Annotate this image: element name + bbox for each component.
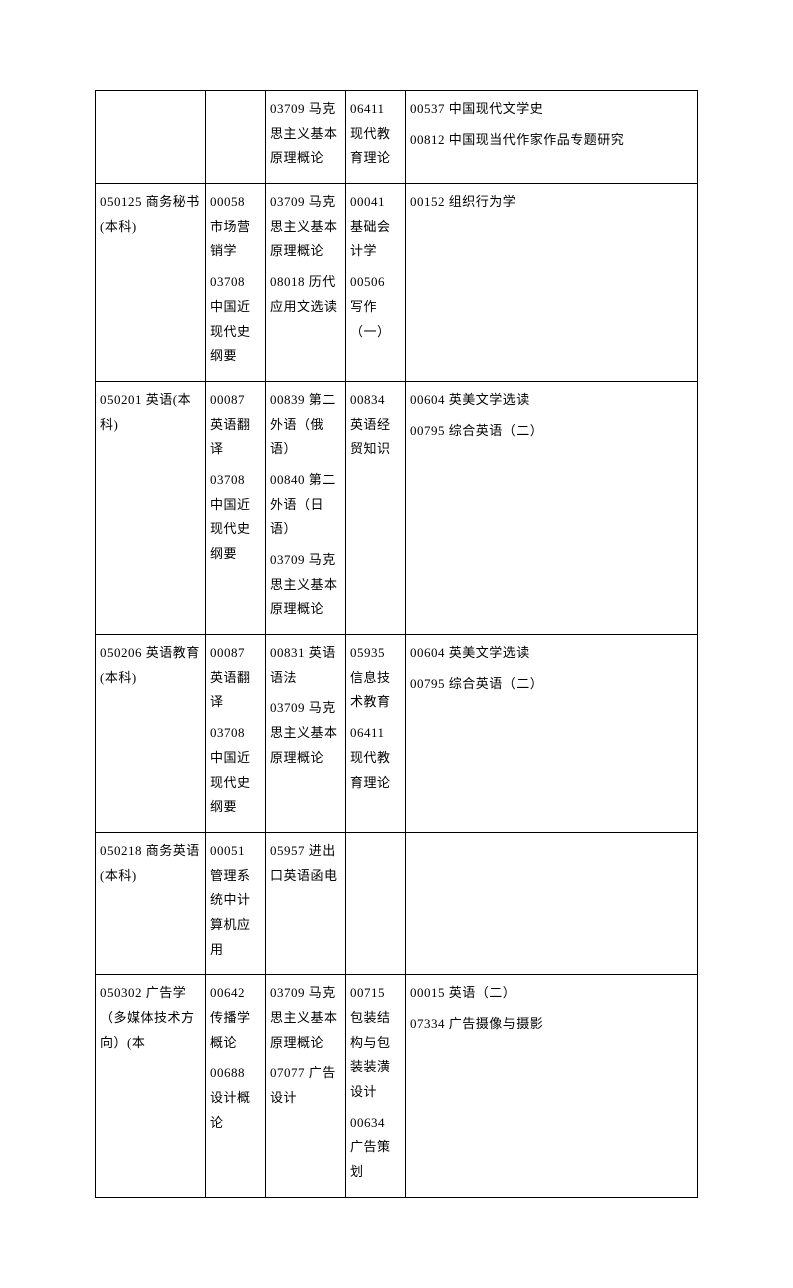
cell-text: 00604 英美文学选读 <box>410 641 693 666</box>
table-row: 050302 广告学（多媒体技术方向）(本00642 传播学概论 00688 设计… <box>96 975 698 1198</box>
table-cell <box>96 91 206 184</box>
cell-text: 08018 历代应用文选读 <box>270 270 341 319</box>
table-cell: 050302 广告学（多媒体技术方向）(本 <box>96 975 206 1198</box>
table-row: 050218 商务英语(本科)00051 管理系统中计算机应用05957 进出口… <box>96 832 698 974</box>
cell-text: 03708 中国近现代史纲要 <box>210 468 261 567</box>
cell-text: 03709 马克思主义基本原理概论 <box>270 190 341 264</box>
table-cell: 05935 信息技术教育 06411 现代教育理论 <box>346 635 406 833</box>
cell-text: 00812 中国现当代作家作品专题研究 <box>410 128 693 153</box>
cell-text: 050201 英语(本科) <box>100 388 201 437</box>
cell-text: 050125 商务秘书(本科) <box>100 190 201 239</box>
table-cell: 050218 商务英语(本科) <box>96 832 206 974</box>
cell-text: 00688 设计概论 <box>210 1061 261 1135</box>
table-cell: 050125 商务秘书(本科) <box>96 184 206 382</box>
table-cell <box>346 832 406 974</box>
cell-text: 00840 第二外语（日语） <box>270 468 341 542</box>
table-cell: 00051 管理系统中计算机应用 <box>206 832 266 974</box>
cell-text: 00087 英语翻译 <box>210 388 261 462</box>
cell-text: 00715 包装结构与包装装潢设计 <box>350 981 401 1104</box>
table-row: 050201 英语(本科)00087 英语翻译03708 中国近现代史纲要008… <box>96 381 698 634</box>
cell-text: 05957 进出口英语函电 <box>270 839 341 888</box>
table-cell: 00604 英美文学选读 00795 综合英语（二） <box>406 635 698 833</box>
table-cell: 05957 进出口英语函电 <box>266 832 346 974</box>
cell-text: 07334 广告摄像与摄影 <box>410 1012 693 1037</box>
table-cell: 03709 马克思主义基本原理概论 07077 广告设计 <box>266 975 346 1198</box>
cell-text: 00642 传播学概论 <box>210 981 261 1055</box>
table-cell: 00537 中国现代文学史 00812 中国现当代作家作品专题研究 <box>406 91 698 184</box>
table-cell <box>206 91 266 184</box>
table-row: 050125 商务秘书(本科)00058 市场营销学 03708 中国近现代史纲要… <box>96 184 698 382</box>
cell-text: 03709 马克思主义基本原理概论 <box>270 548 341 622</box>
table-cell: 00834 英语经贸知识 <box>346 381 406 634</box>
cell-text: 00839 第二外语（俄语） <box>270 388 341 462</box>
cell-text: 00795 综合英语（二） <box>410 672 693 697</box>
table-cell: 00839 第二外语（俄语）00840 第二外语（日语）03709 马克思主义基… <box>266 381 346 634</box>
cell-text: 06411 现代教育理论 <box>350 97 401 171</box>
table-cell: 050206 英语教育(本科) <box>96 635 206 833</box>
cell-text: 06411 现代教育理论 <box>350 721 401 795</box>
cell-text: 00087 英语翻译 <box>210 641 261 715</box>
cell-text: 03708 中国近现代史纲要 <box>210 270 261 369</box>
table-cell: 00087 英语翻译 03708 中国近现代史纲要 <box>206 381 266 634</box>
table-cell: 00015 英语（二） 07334 广告摄像与摄影 <box>406 975 698 1198</box>
table-cell: 00642 传播学概论 00688 设计概论 <box>206 975 266 1198</box>
cell-text: 00506 写作（一） <box>350 270 401 344</box>
cell-text: 050302 广告学（多媒体技术方向）(本 <box>100 981 201 1055</box>
course-table: 03709 马克思主义基本原理概论06411 现代教育理论00537 中国现代文… <box>95 90 698 1198</box>
table-cell: 00058 市场营销学 03708 中国近现代史纲要 <box>206 184 266 382</box>
table-cell: 06411 现代教育理论 <box>346 91 406 184</box>
cell-text: 03709 马克思主义基本原理概论 <box>270 696 341 770</box>
cell-text: 03709 马克思主义基本原理概论 <box>270 981 341 1055</box>
table-cell: 00041 基础会计学 00506 写作（一） <box>346 184 406 382</box>
table-cell: 00715 包装结构与包装装潢设计00634 广告策划 <box>346 975 406 1198</box>
cell-text: 00604 英美文学选读 <box>410 388 693 413</box>
table-cell: 03709 马克思主义基本原理概论 08018 历代应用文选读 <box>266 184 346 382</box>
table-row: 050206 英语教育(本科)00087 英语翻译03708 中国近现代史纲要0… <box>96 635 698 833</box>
cell-text: 05935 信息技术教育 <box>350 641 401 715</box>
table-cell: 00152 组织行为学 <box>406 184 698 382</box>
table-cell <box>406 832 698 974</box>
cell-text: 00537 中国现代文学史 <box>410 97 693 122</box>
table-cell: 00604 英美文学选读 00795 综合英语（二） <box>406 381 698 634</box>
table-cell: 03709 马克思主义基本原理概论 <box>266 91 346 184</box>
cell-text: 07077 广告设计 <box>270 1061 341 1110</box>
cell-text: 03708 中国近现代史纲要 <box>210 721 261 820</box>
table-cell: 050201 英语(本科) <box>96 381 206 634</box>
cell-text: 00058 市场营销学 <box>210 190 261 264</box>
cell-text: 00015 英语（二） <box>410 981 693 1006</box>
cell-text: 00152 组织行为学 <box>410 190 693 215</box>
table-cell: 00831 英语语法 03709 马克思主义基本原理概论 <box>266 635 346 833</box>
cell-text: 00831 英语语法 <box>270 641 341 690</box>
cell-text: 00051 管理系统中计算机应用 <box>210 839 261 962</box>
table-row: 03709 马克思主义基本原理概论06411 现代教育理论00537 中国现代文… <box>96 91 698 184</box>
cell-text: 050218 商务英语(本科) <box>100 839 201 888</box>
cell-text: 03709 马克思主义基本原理概论 <box>270 97 341 171</box>
cell-text: 00041 基础会计学 <box>350 190 401 264</box>
cell-text: 050206 英语教育(本科) <box>100 641 201 690</box>
cell-text: 00834 英语经贸知识 <box>350 388 401 462</box>
cell-text: 00795 综合英语（二） <box>410 419 693 444</box>
table-cell: 00087 英语翻译 03708 中国近现代史纲要 <box>206 635 266 833</box>
